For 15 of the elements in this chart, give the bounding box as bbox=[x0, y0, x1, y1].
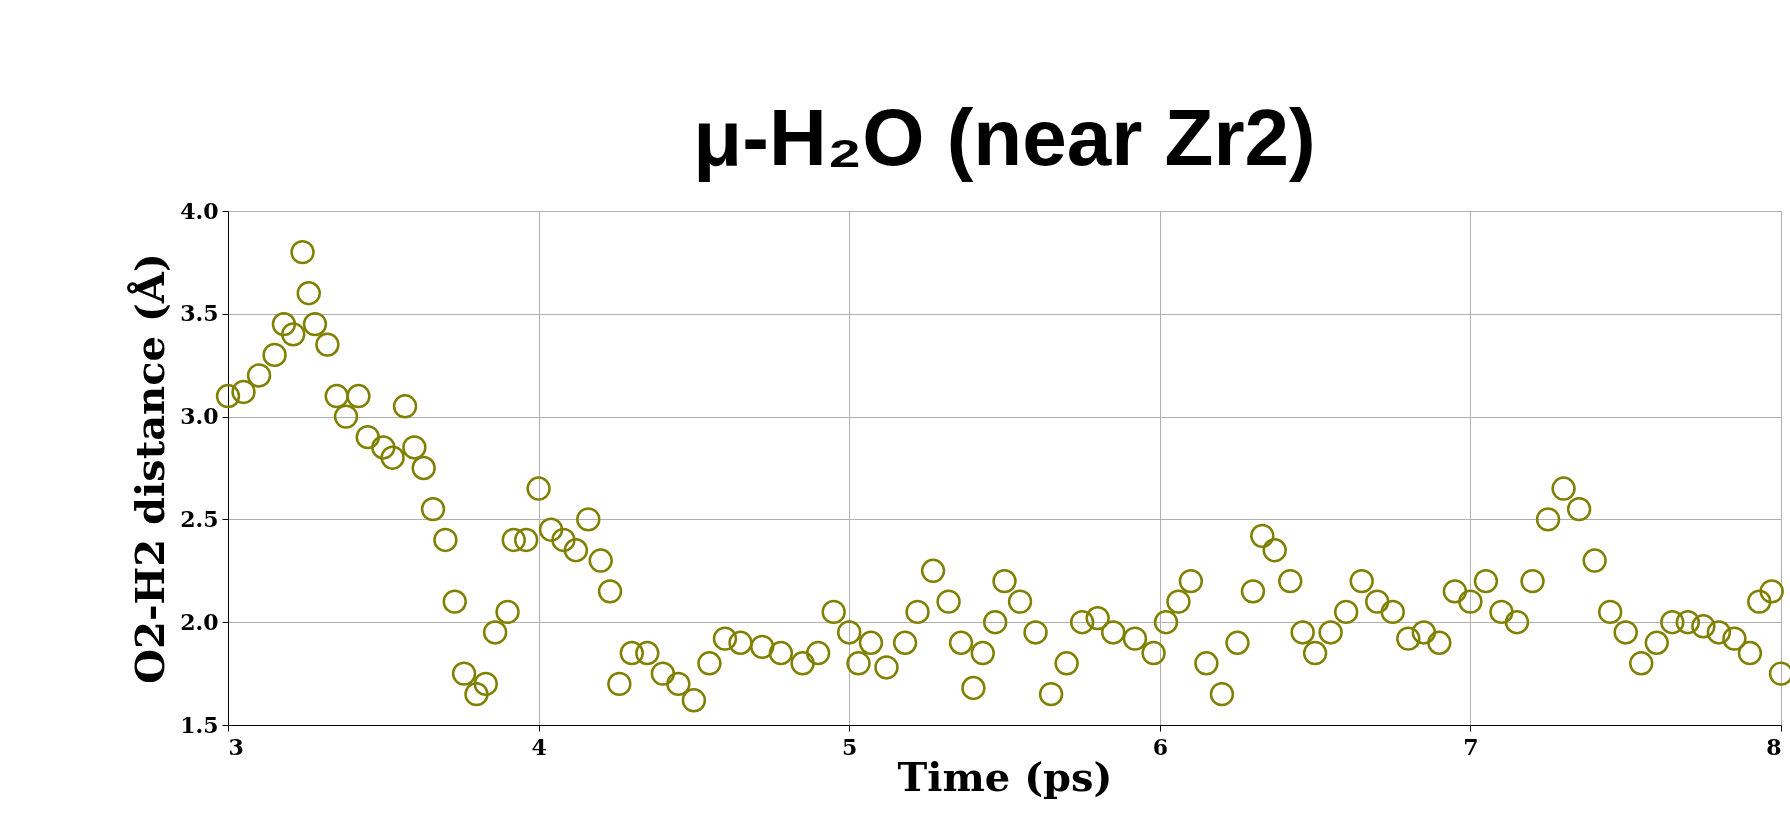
x-tick-label: 5 bbox=[842, 733, 858, 760]
y-axis-title: O2-H2 distance (Å) bbox=[126, 253, 174, 684]
x-tick-label: 3 bbox=[228, 733, 244, 760]
x-tick-label: 7 bbox=[1463, 733, 1479, 760]
x-tick-label: 8 bbox=[1766, 733, 1782, 760]
y-tick-label: 3.5 bbox=[180, 300, 219, 327]
y-tick-label: 2.5 bbox=[180, 505, 219, 532]
x-tick-label: 6 bbox=[1152, 733, 1168, 760]
x-tick-label: 4 bbox=[531, 733, 547, 760]
x-axis-title: Time (ps) bbox=[897, 752, 1113, 800]
y-tick-label: 1.5 bbox=[180, 711, 219, 738]
y-tick-label: 3.0 bbox=[180, 403, 219, 430]
y-tick-label: 4.0 bbox=[180, 197, 219, 224]
chart-title: μ-H₂O (near Zr2) bbox=[693, 93, 1316, 182]
y-tick-label: 2.0 bbox=[180, 608, 219, 635]
